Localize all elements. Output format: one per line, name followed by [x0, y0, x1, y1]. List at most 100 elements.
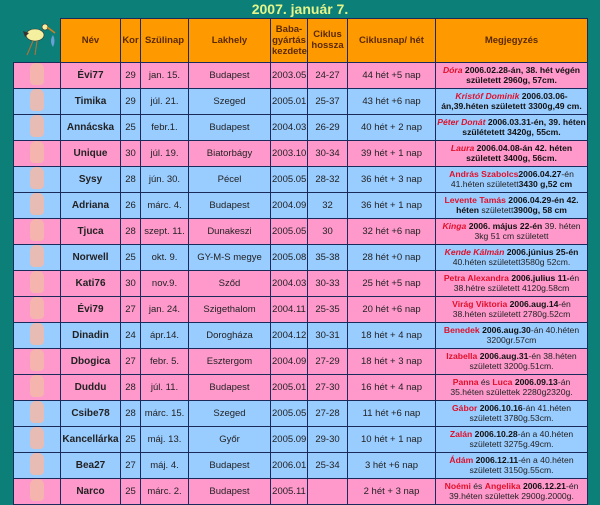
note-segment: -én a 40.héten született 3150g.55cm.	[469, 455, 574, 475]
baby-cell	[13, 399, 61, 427]
cycle-cell: 27-29	[307, 347, 348, 375]
header-ciklusnap: Ciklusnap/ hét	[347, 18, 436, 63]
table-row: Norwell 25 okt. 9. GY-M-S megye 2005.08 35-38…	[13, 243, 588, 271]
note-segment: 2006.09.13	[512, 377, 558, 387]
cycle-day-cell: 20 hét +6 nap	[347, 295, 436, 323]
note-segment: 2006.június 25-én	[504, 247, 579, 257]
baby-cell	[13, 113, 61, 141]
cycle-day-cell: 39 hét + 1 nap	[347, 139, 436, 167]
table-row: Évi79 27 jan. 24. Szigethalom 2004.11 25-35 20…	[13, 295, 588, 323]
note-segment: -én 38.héten született 2780g.52cm	[452, 299, 571, 319]
city-cell: Budapest	[188, 191, 271, 219]
table-row: Kati76 30 nov.9. Sződ 2004.03 30-33 25 hét +5 …	[13, 269, 588, 297]
note-cell: Laura 2006.04.08-án 42. héten született …	[435, 139, 588, 167]
age-cell: 25	[120, 113, 141, 141]
cycle-day-cell: 43 hét +6 nap	[347, 87, 436, 115]
start-cell: 2005.05	[270, 399, 308, 427]
name-cell: Adriana	[60, 191, 121, 219]
page-title: 2007. január 7.	[251, 1, 349, 17]
name-cell: Csibe78	[60, 399, 121, 427]
baby-icon	[30, 297, 44, 319]
name-cell: Annácska	[60, 113, 121, 141]
name-cell: Bea27	[60, 451, 121, 479]
baby-cell	[13, 139, 61, 167]
baby-cell	[13, 61, 61, 89]
birthday-cell: máj. 4.	[140, 451, 189, 479]
baby-icon	[30, 349, 44, 371]
cycle-day-cell: 25 hét +5 nap	[347, 269, 436, 297]
cycle-day-cell: 16 hét + 4 nap	[347, 373, 436, 401]
note-segment: 2006.10.28	[472, 429, 518, 439]
name-cell: Tjuca	[60, 217, 121, 245]
birthday-cell: júl. 11.	[140, 373, 189, 401]
note-cell: Levente Tamás 2006.04.29-én 42. héten sz…	[435, 191, 588, 219]
start-cell: 2005.08	[270, 243, 308, 271]
city-cell: Budapest	[188, 477, 271, 505]
cycle-day-cell: 18 hét + 4 nap	[347, 321, 436, 349]
note-segment: 2006.03.31-én, 39. héten szülétetett 342…	[462, 117, 586, 137]
start-cell: 2004.09	[270, 191, 308, 219]
note-segment: Levente Tamás	[444, 195, 506, 205]
birthday-cell: szept. 11.	[140, 217, 189, 245]
note-segment: Noémi	[444, 481, 471, 491]
birthday-cell: jan. 15.	[140, 61, 189, 89]
city-cell: Sződ	[188, 269, 271, 297]
cycle-day-cell: 32 hét +6 nap	[347, 217, 436, 245]
table-row: Duddu 28 júl. 11. Budapest 2005.01 27-30 16 hé…	[13, 373, 588, 401]
cycle-cell: 27-28	[307, 399, 348, 427]
note-segment: én 38.hétre született 4120g.58cm	[453, 273, 580, 293]
table-row: Kancellárka 25 máj. 13. Győr 2005.09 29-30 10 …	[13, 425, 588, 453]
note-segment: 3900g, 58 cm	[513, 205, 567, 215]
baby-cell	[13, 477, 61, 505]
header-ciklus-hossza: Ciklus hossza	[307, 18, 348, 63]
cycle-cell: 24-27	[307, 61, 348, 89]
name-cell: Narco	[60, 477, 121, 505]
note-cell: Gábor 2006.10.16-án 41.héten született 3…	[435, 399, 588, 427]
note-segment: 2006.10.16	[477, 403, 523, 413]
baby-icon	[30, 167, 44, 189]
city-cell: Biatorbágy	[188, 139, 271, 167]
birthday-cell: nov.9.	[140, 269, 189, 297]
baby-cell	[13, 295, 61, 323]
baby-icon	[30, 115, 44, 137]
table-row: Dinadin 24 ápr.14. Dorogháza 2004.12 30-31 18 …	[13, 321, 588, 349]
note-segment: 2006.aug.14	[507, 299, 559, 309]
birthday-cell: márc. 2.	[140, 477, 189, 505]
cycle-cell	[307, 477, 348, 505]
note-segment: Kende Kálmán	[444, 247, 505, 257]
note-cell: Noémi és Angelika 2006.12.21-én 39.héten…	[435, 477, 588, 505]
cycle-day-cell: 36 hét + 3 nap	[347, 165, 436, 193]
note-segment: 2006. május 22-én	[466, 221, 543, 231]
header-row: Név Kor Szülinap Lakhely Baba-gyártás ke…	[13, 18, 588, 63]
cycle-cell: 27-30	[307, 373, 348, 401]
age-cell: 25	[120, 477, 141, 505]
baby-cell	[13, 217, 61, 245]
baby-cell	[13, 451, 61, 479]
start-cell: 2004.09	[270, 347, 308, 375]
baby-icon	[30, 63, 44, 85]
cycle-cell: 32	[307, 191, 348, 219]
note-segment: Péter Donát	[437, 117, 486, 127]
note-segment: 2006.04.29-én 42. héten	[456, 195, 579, 215]
cycle-day-cell: 44 hét +5 nap	[347, 61, 436, 89]
cycle-cell: 28-32	[307, 165, 348, 193]
name-cell: Dinadin	[60, 321, 121, 349]
birthday-cell: ápr.14.	[140, 321, 189, 349]
note-cell: Péter Donát 2006.03.31-én, 39. héten szü…	[435, 113, 588, 141]
cycle-day-cell: 40 hét + 2 nap	[347, 113, 436, 141]
table-row: Annácska 25 febr.1. Budapest 2004.03 26-29 40 …	[13, 113, 588, 141]
note-segment: 2006.03.06-án,39.héten született 3300g,4…	[441, 91, 582, 111]
start-cell: 2003.05	[270, 61, 308, 89]
baby-cell	[13, 373, 61, 401]
note-segment: 2006.04.27	[518, 169, 562, 179]
note-segment: 2006.julius 11-	[508, 273, 570, 283]
age-cell: 29	[120, 87, 141, 115]
baby-cell	[13, 191, 61, 219]
start-cell: 2004.03	[270, 269, 308, 297]
city-cell: GY-M-S megye	[188, 243, 271, 271]
baby-icon	[30, 193, 44, 215]
cycle-cell: 26-29	[307, 113, 348, 141]
note-segment: 2006.aug.31	[477, 351, 529, 361]
birthday-cell: márc. 15.	[140, 399, 189, 427]
age-cell: 26	[120, 191, 141, 219]
